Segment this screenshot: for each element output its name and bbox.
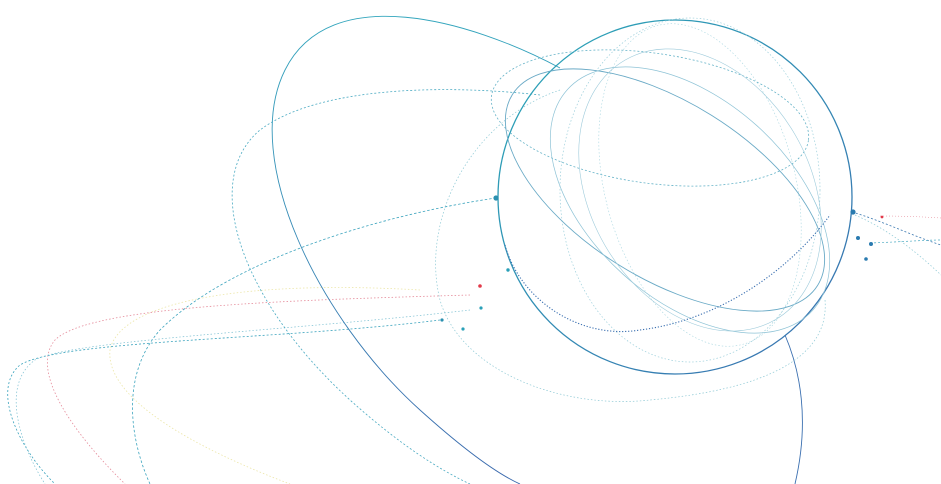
dashed-orbit-lower <box>132 197 497 484</box>
sphere-meridian-1 <box>559 17 821 363</box>
particle-dot <box>506 268 510 272</box>
particle-dot <box>493 195 499 201</box>
particle-dot-red <box>478 284 482 288</box>
sphere-meridian-2 <box>598 23 802 347</box>
sphere-ring-tilted-c <box>578 48 822 332</box>
yellow-faint-arc <box>109 287 421 484</box>
particle-dot <box>461 327 465 331</box>
right-solid-tail-arc <box>784 334 803 484</box>
right-dashed-trail-3 <box>869 239 941 244</box>
particle-dot <box>479 306 483 310</box>
sphere-latitude-top <box>490 49 810 187</box>
particle-dot <box>850 209 856 215</box>
sphere-outline <box>497 19 853 375</box>
teal-dotted-arc-inner <box>15 309 471 484</box>
sweeping-arcs <box>132 15 826 484</box>
right-dotted-trail-4 <box>879 215 941 219</box>
right-dashed-trail-2 <box>854 214 941 276</box>
particle-dots <box>440 195 884 331</box>
particle-dot <box>440 318 444 322</box>
faint-left-arcs <box>7 287 471 484</box>
particle-dot <box>856 236 860 240</box>
big-solid-orbit-arc <box>271 15 561 484</box>
wireframe-sphere <box>490 17 853 375</box>
particle-dot <box>869 242 873 246</box>
teal-dotted-arc-outer <box>7 319 441 484</box>
sphere-blue-dotted-equator <box>504 214 831 332</box>
particle-dot-red <box>880 215 884 219</box>
sphere-ring-tilted-a <box>504 68 826 312</box>
right-trailing-lines <box>851 211 941 276</box>
right-dashed-trail-1 <box>851 211 941 246</box>
particle-dot <box>864 257 868 261</box>
dotted-orbit-around-sphere <box>435 89 826 402</box>
sphere-ring-tilted-b <box>549 66 831 334</box>
dashed-orbit-large <box>231 89 541 484</box>
pink-dotted-arc <box>46 294 471 484</box>
